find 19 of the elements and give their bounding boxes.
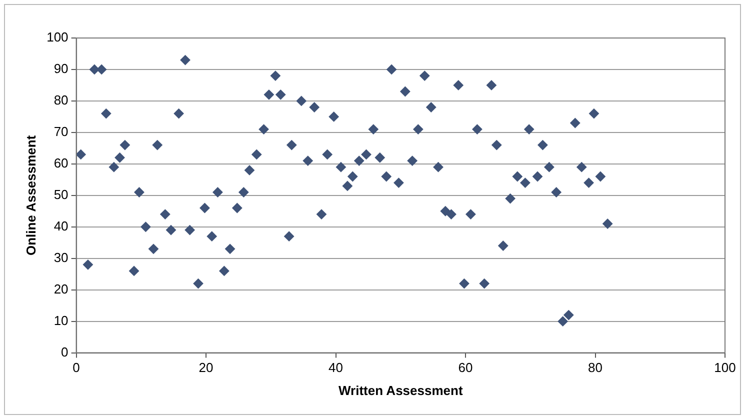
y-tick-label: 10 bbox=[54, 312, 68, 328]
x-tick-label: 100 bbox=[714, 360, 736, 376]
y-tick-label: 100 bbox=[46, 30, 68, 45]
y-tick-label: 70 bbox=[54, 124, 68, 140]
y-tick-label: 80 bbox=[54, 92, 68, 108]
x-tick-label: 40 bbox=[328, 360, 344, 376]
x-tick-label: 60 bbox=[458, 360, 473, 376]
y-tick-label: 0 bbox=[61, 344, 68, 360]
y-tick-label: 60 bbox=[54, 156, 68, 170]
y-tick-label: 40 bbox=[54, 218, 68, 234]
y-tick-label: 50 bbox=[54, 186, 68, 202]
y-axis-title: Online Assessment bbox=[23, 134, 38, 256]
y-tick-label: 20 bbox=[54, 281, 68, 296]
y-tick-label: 30 bbox=[54, 250, 68, 265]
x-tick-label: 80 bbox=[588, 360, 602, 376]
y-tick-label: 90 bbox=[54, 61, 68, 76]
x-tick-label: 20 bbox=[198, 360, 214, 376]
x-tick-label: 0 bbox=[72, 360, 80, 376]
x-axis-title: Written Assessment bbox=[338, 382, 464, 398]
